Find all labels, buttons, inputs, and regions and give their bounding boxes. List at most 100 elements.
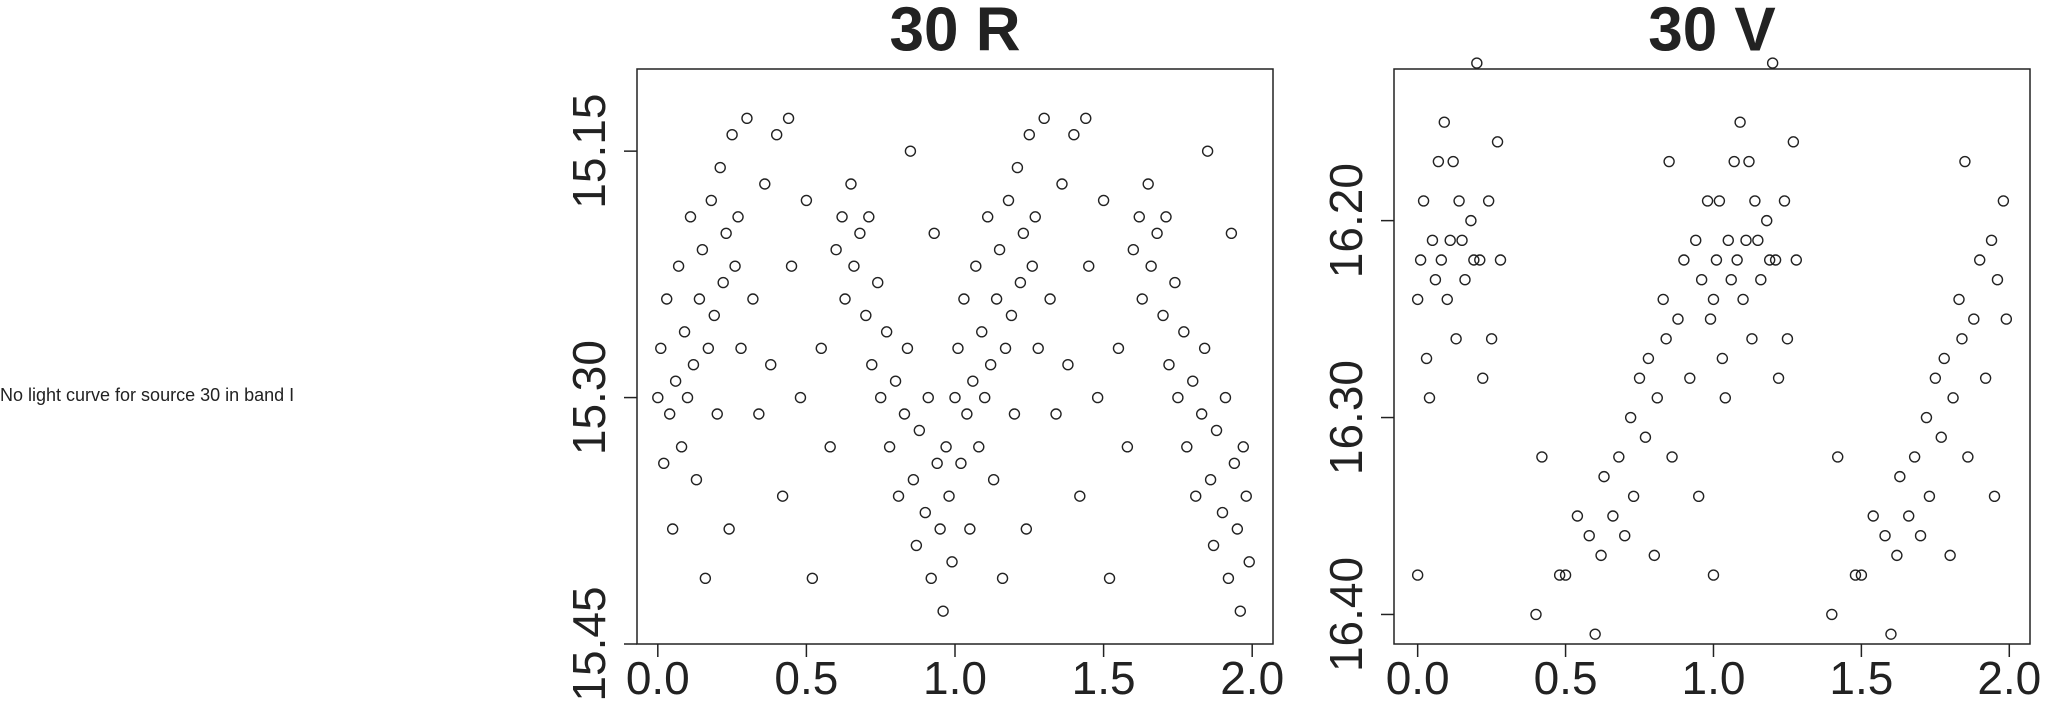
point [1029,211,1041,223]
point [839,293,851,305]
point [1240,490,1252,502]
point [732,211,744,223]
point [1032,342,1044,354]
point [1678,254,1690,266]
point [1172,391,1184,404]
point [669,375,682,387]
message: No light curve for source 30 in band I [0,385,294,405]
point [863,211,875,223]
point [919,506,931,519]
point [1187,375,1199,387]
point [1080,112,1092,124]
x-tick-label: 2.0 [1977,652,2041,704]
point [1465,214,1477,227]
x-tick-label: 0.5 [1534,652,1598,704]
point [1008,408,1021,420]
point [815,342,827,354]
point [910,539,923,552]
point [958,293,970,305]
point [1136,293,1148,305]
point [1459,274,1471,286]
point [759,178,771,190]
x-tick-label: 1.5 [1829,652,1893,704]
chart-title: 30 V [1648,0,1776,64]
point [1222,572,1235,584]
point [904,145,917,157]
point [1787,136,1800,148]
point [1772,372,1785,384]
point [1553,569,1566,581]
point [1985,234,1998,247]
point [1648,549,1661,562]
point [1879,529,1891,542]
point [1091,391,1104,404]
point [955,457,967,469]
point [1005,309,1018,322]
point [949,391,961,404]
point [1855,569,1868,581]
point [1195,408,1208,420]
point [1929,372,1942,384]
point [1619,529,1631,542]
point [666,523,679,535]
point [1722,234,1734,247]
point [726,129,738,141]
point [1613,451,1625,463]
point [1559,569,1572,581]
point [794,391,807,404]
point [866,359,878,371]
point [1849,569,1862,581]
point [1598,470,1610,483]
point [1038,112,1050,124]
point [1710,254,1723,266]
point [675,441,688,453]
point [1692,490,1705,503]
point [1169,276,1181,289]
point [1938,352,1950,365]
point [705,194,717,207]
point [1663,155,1675,168]
point [1160,211,1172,223]
y-tick-label: 15.30 [563,340,615,455]
point [1121,441,1134,453]
y-tick-label: 15.15 [563,94,615,209]
point [1595,549,1607,562]
point [1068,129,1080,141]
point [1178,326,1190,338]
point [976,326,988,338]
plot-frame [1393,68,2031,645]
point [1633,372,1646,384]
point [1447,155,1459,168]
point [824,441,836,453]
point [1743,155,1755,168]
point [1453,195,1465,207]
point [1423,392,1436,404]
x-tick-label: 1.0 [923,652,987,704]
point [1707,293,1720,306]
point [1885,628,1897,640]
y-tick-label: 15.45 [563,586,615,701]
point [1050,408,1062,420]
point [1920,411,1933,424]
x-tick-label: 1.5 [1072,652,1136,704]
point [943,490,955,502]
point [1204,474,1217,486]
point [720,227,732,239]
point [652,391,664,404]
point [1474,254,1486,266]
point [806,572,819,584]
point [1690,234,1702,247]
point [1494,254,1507,266]
point [1133,211,1145,223]
point [1716,352,1729,365]
point [928,227,940,239]
point [1225,227,1238,239]
point [1151,227,1163,239]
point [1485,333,1498,345]
point [925,572,937,584]
y-tick-label: 16.20 [1320,163,1372,278]
point [1417,195,1430,207]
point [1438,116,1450,128]
point [996,572,1009,584]
